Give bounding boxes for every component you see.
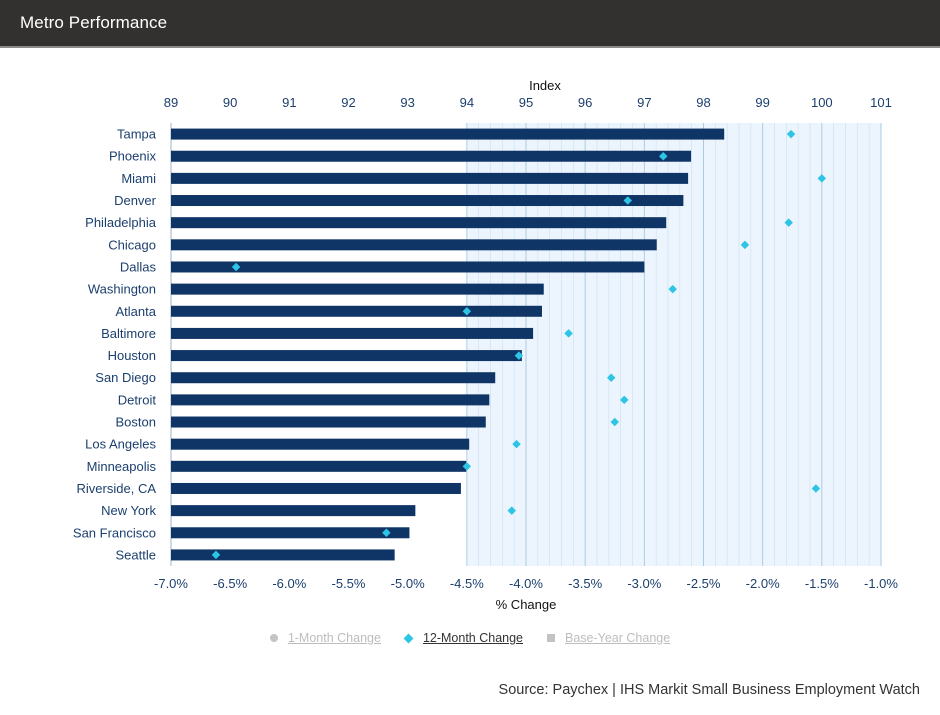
category-label: Tampa [117,127,157,142]
category-label: Seattle [116,547,156,562]
diamond-point [610,417,619,427]
bar [171,128,725,140]
bar [171,239,657,251]
bar [171,195,684,207]
legend-label: 1-Month Change [287,631,381,645]
diamond-point [619,395,629,405]
category-label: Chicago [108,237,156,252]
category-label: Los Angeles [85,437,156,452]
category-label: Phoenix [109,149,156,164]
bar [171,394,490,406]
diamond-point [507,506,517,515]
legend-item-1-month[interactable]: 1-Month Change [269,631,381,645]
bar [171,505,416,517]
category-label: Dallas [120,259,157,274]
bar [171,372,496,384]
bar [171,549,395,561]
top-tick-label: 97 [637,95,651,110]
legend-label: 12-Month Change [422,631,524,645]
bottom-tick-label: -3.5% [568,576,602,591]
top-tick-label: 101 [870,95,892,110]
category-label: Minneapolis [87,459,157,474]
bottom-tick-label: -1.5% [805,576,839,591]
bottom-tick-label: -4.0% [509,576,543,591]
top-tick-label: 94 [460,95,474,110]
square-marker-icon [547,634,556,642]
source-note: Source: Paychex | IHS Markit Small Busin… [498,682,920,698]
bottom-tick-label: -2.5% [687,576,721,591]
diamond-point [514,351,524,360]
bar [171,305,542,317]
top-tick-label: 93 [400,95,414,110]
diamond-point [811,484,821,493]
category-label: San Francisco [73,525,156,540]
diamond-point [512,439,521,449]
top-tick-label: 92 [341,95,355,110]
legend-item-base-year[interactable]: Base-Year Change [547,631,670,645]
top-tick-label: 91 [282,95,296,110]
bar [171,327,534,339]
bottom-tick-label: -7.0% [154,576,188,591]
diamond-point [462,462,472,471]
diamond-point [564,329,573,338]
diamond-point [606,373,616,382]
legend-label: Base-Year Change [565,631,671,645]
bar [171,217,667,229]
category-label: Miami [121,171,156,186]
category-label: Houston [108,348,156,363]
bar [171,261,645,273]
top-tick-label: 96 [578,95,592,110]
bar [171,416,486,428]
bar [171,438,470,450]
diamond-marker-icon [403,633,414,643]
header-bar: Metro Performance [0,0,940,48]
bar [171,150,692,162]
top-tick-label: 95 [519,95,533,110]
bar [171,527,410,539]
category-label: New York [101,503,156,518]
legend: 1-Month Change 12-Month Change Base-Year… [0,628,940,648]
top-axis-title: Index [529,78,561,93]
category-label: Denver [114,193,157,208]
plot-band [466,123,881,566]
diamond-point [462,307,472,316]
bar [171,172,689,184]
category-label: Boston [116,415,156,430]
bar [171,482,461,494]
bottom-tick-label: -3.0% [627,576,661,591]
bottom-tick-label: -1.0% [864,576,898,591]
top-tick-label: 98 [696,95,710,110]
bottom-tick-label: -5.0% [391,576,425,591]
top-tick-label: 89 [164,95,178,110]
bar [171,460,467,472]
category-label: Washington [88,282,156,297]
legend-item-12-month[interactable]: 12-Month Change [403,631,524,645]
category-label: Riverside, CA [77,481,157,496]
category-label: Atlanta [116,304,157,319]
bar [171,283,544,295]
top-tick-label: 90 [223,95,237,110]
bottom-tick-label: -4.5% [450,576,484,591]
category-label: San Diego [95,370,156,385]
diamond-point [231,262,241,272]
category-label: Philadelphia [85,215,157,230]
bar [171,350,522,362]
category-label: Baltimore [101,326,156,341]
page-title: Metro Performance [20,13,168,32]
top-tick-label: 100 [811,95,833,110]
category-label: Detroit [118,392,157,407]
diamond-point [668,284,677,294]
bottom-tick-label: -5.5% [332,576,366,591]
diamond-point [382,528,391,538]
bottom-tick-label: -6.5% [213,576,247,591]
circle-marker-icon [269,634,278,642]
bottom-tick-label: -2.0% [746,576,780,591]
bottom-axis-title: % Change [496,597,557,612]
top-tick-label: 99 [755,95,769,110]
bottom-tick-label: -6.0% [272,576,306,591]
